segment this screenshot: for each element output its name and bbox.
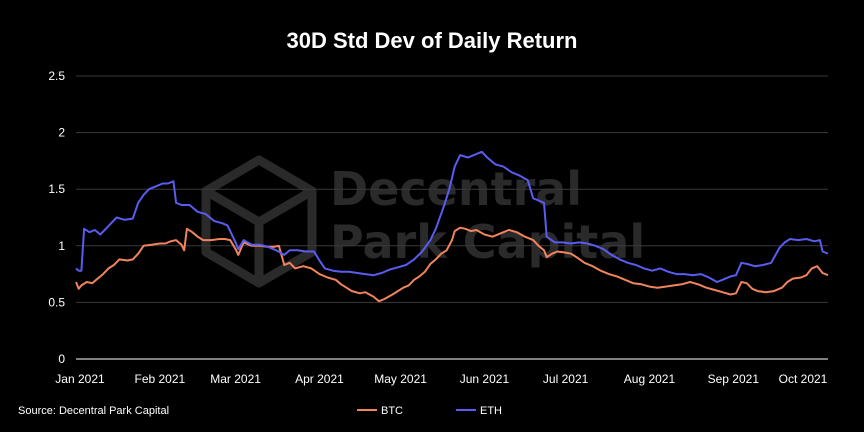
x-tick-label: Apr 2021 (295, 372, 344, 386)
legend-eth-label: ETH (480, 405, 502, 417)
watermark: Decentral Park Capital (201, 155, 645, 288)
x-tick-label: May 2021 (374, 372, 427, 386)
legend: BTC ETH (357, 405, 502, 417)
grid-lines (76, 75, 828, 360)
y-tick-label: 2.5 (48, 69, 65, 83)
x-tick-label: Mar 2021 (210, 372, 261, 386)
x-tick-label: Jan 2021 (55, 372, 105, 386)
y-tick-label: 2 (58, 126, 65, 140)
watermark-logo-icon (201, 155, 317, 288)
x-tick-label: Feb 2021 (134, 372, 185, 386)
x-axis-ticks: Jan 2021 Feb 2021 Mar 2021 Apr 2021 May 2021… (55, 372, 827, 386)
y-tick-label: 1.5 (48, 182, 65, 196)
legend-btc-label: BTC (381, 405, 403, 417)
x-tick-label: Jul 2021 (543, 372, 589, 386)
x-tick-label: Aug 2021 (624, 372, 676, 386)
x-tick-label: Jun 2021 (460, 372, 510, 386)
watermark-line-2: Park Capital (330, 215, 645, 269)
x-tick-label: Oct 2021 (779, 372, 828, 386)
y-axis-ticks: 0 0.5 1 1.5 2 2.5 (48, 69, 65, 366)
series-line-btc (75, 226, 829, 303)
chart-title: 30D Std Dev of Daily Return (287, 28, 578, 53)
series-lines (75, 150, 829, 303)
series-line-eth (75, 150, 829, 283)
y-tick-label: 0.5 (48, 295, 65, 309)
x-tick-label: Sep 2021 (708, 372, 760, 386)
y-tick-label: 1 (58, 239, 65, 253)
source-note: Source: Decentral Park Capital (18, 405, 169, 417)
y-tick-label: 0 (58, 352, 65, 366)
